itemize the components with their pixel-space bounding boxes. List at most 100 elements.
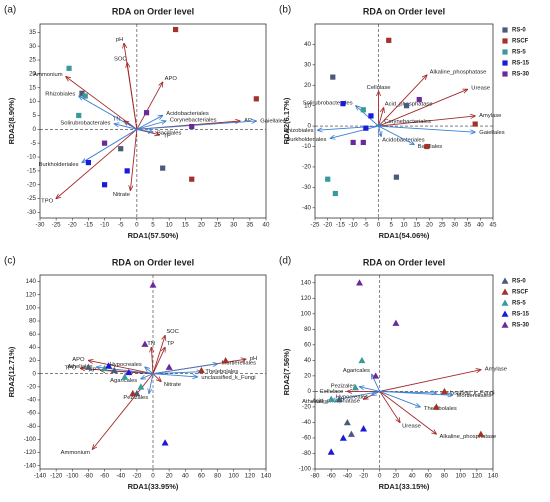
- x-tick-label: 140: [261, 473, 272, 480]
- vector-arrow: [372, 391, 380, 395]
- vector-arrow: [378, 125, 476, 132]
- vector-label: Cellulase: [367, 85, 391, 91]
- point: [160, 165, 166, 171]
- point: [82, 93, 88, 99]
- y-tick-label: -15: [27, 168, 37, 175]
- vector-label: Bacillales: [157, 130, 182, 136]
- vector-label: TPO: [41, 199, 53, 205]
- y-tick-label: -80: [27, 423, 37, 430]
- y-tick-label: 25: [29, 57, 36, 64]
- x-tick-label: 80: [441, 473, 448, 480]
- x-tick-label: 5: [151, 222, 155, 229]
- y-tick-label: 80: [304, 326, 311, 333]
- y-axis-label: RDA2(12.71%): [7, 346, 16, 397]
- y-tick-label: -40: [302, 204, 312, 211]
- point: [79, 90, 85, 96]
- vector-arrow: [82, 128, 138, 162]
- vector-label: TPO: [64, 366, 76, 372]
- x-tick-label: 35: [464, 222, 471, 229]
- legend-swatch: [502, 27, 508, 33]
- point: [335, 395, 343, 402]
- point: [477, 430, 485, 437]
- vector-arrow: [136, 121, 256, 130]
- point: [125, 368, 133, 376]
- y-tick-label: 0: [308, 388, 312, 395]
- vector-label: Corynebacteriales: [384, 119, 431, 125]
- x-tick-label: -80: [311, 473, 321, 480]
- vector-label: Ammonium: [61, 450, 90, 456]
- point: [432, 403, 440, 410]
- x-tick-label: 60: [425, 473, 432, 480]
- point: [360, 139, 366, 146]
- point: [347, 430, 355, 437]
- x-tick-label: 45: [490, 222, 497, 229]
- point: [143, 110, 150, 116]
- vector-arrow: [66, 77, 138, 130]
- x-tick-label: 35: [246, 222, 253, 229]
- vector-label: Mortierellales: [457, 393, 492, 399]
- x-tick-label: 0: [135, 222, 139, 229]
- y-tick-label: -5: [30, 140, 36, 147]
- legend-swatch: [501, 288, 509, 295]
- point: [101, 364, 109, 372]
- legend-label: RS-15: [512, 312, 530, 318]
- x-tick-label: -80: [84, 473, 94, 480]
- x-tick-label: 80: [214, 473, 221, 480]
- x-axis-label: RDA1(54.06%): [379, 231, 430, 240]
- vector-arrow: [101, 370, 154, 375]
- y-tick-label: 100: [301, 310, 312, 317]
- vector-label: Alkaline_phosphatase: [430, 70, 487, 76]
- vector-label: TP: [167, 341, 175, 347]
- y-tick-label: -100: [24, 436, 37, 443]
- y-tick-label: 120: [26, 291, 37, 298]
- chart-title: RDA on Order level: [112, 257, 194, 267]
- legend-swatch: [502, 38, 508, 44]
- point: [121, 373, 129, 380]
- x-tick-label: -40: [116, 473, 126, 480]
- x-tick-label: 40: [263, 222, 270, 229]
- y-tick-label: 30: [304, 61, 311, 68]
- y-tick-label: -60: [27, 410, 37, 417]
- x-tick-label: 0: [377, 222, 381, 229]
- point: [440, 387, 448, 395]
- vector-label: Rhizobiales: [284, 128, 314, 134]
- y-tick-label: 10: [304, 102, 311, 109]
- x-tick-label: -20: [323, 222, 333, 229]
- point: [189, 123, 195, 130]
- vector-label: Alkaline_phosphatase: [440, 434, 497, 440]
- vector-arrow: [379, 370, 481, 392]
- x-tick-label: -5: [118, 222, 124, 229]
- x-tick-label: 0: [378, 473, 382, 480]
- point: [403, 103, 410, 109]
- legend-swatch: [502, 49, 508, 55]
- point: [327, 395, 335, 402]
- point: [472, 121, 478, 127]
- vector-label: Gaiellales: [479, 130, 505, 136]
- y-tick-label: 20: [29, 357, 36, 364]
- vector-label: Agaricales: [110, 378, 137, 384]
- x-tick-label: 20: [392, 473, 399, 480]
- vector-label: SOC: [166, 329, 179, 335]
- vector-arrow: [92, 373, 154, 450]
- x-tick-label: 10: [166, 222, 173, 229]
- x-tick-label: -15: [336, 222, 346, 229]
- vector-label: pH: [250, 356, 257, 362]
- x-axis-label: RDA1(33.95%): [128, 482, 179, 491]
- vector-arrow: [152, 364, 218, 375]
- vector-label: APO: [72, 357, 85, 363]
- vector-arrow: [136, 129, 153, 132]
- x-tick-label: -20: [359, 473, 369, 480]
- point: [330, 74, 336, 80]
- x-tick-label: -60: [327, 473, 337, 480]
- vector-label: Burkholderiales: [286, 137, 326, 143]
- vector-label: Hypocreales: [110, 362, 142, 368]
- y-tick-label: -40: [27, 397, 37, 404]
- y-tick-label: -60: [302, 435, 312, 442]
- vector-arrow: [356, 106, 379, 127]
- legend-label: RS-30: [512, 72, 530, 78]
- x-tick-label: 40: [477, 222, 484, 229]
- vector-arrow: [378, 125, 415, 144]
- vector-label: APO: [165, 76, 178, 82]
- y-tick-label: -80: [302, 450, 312, 457]
